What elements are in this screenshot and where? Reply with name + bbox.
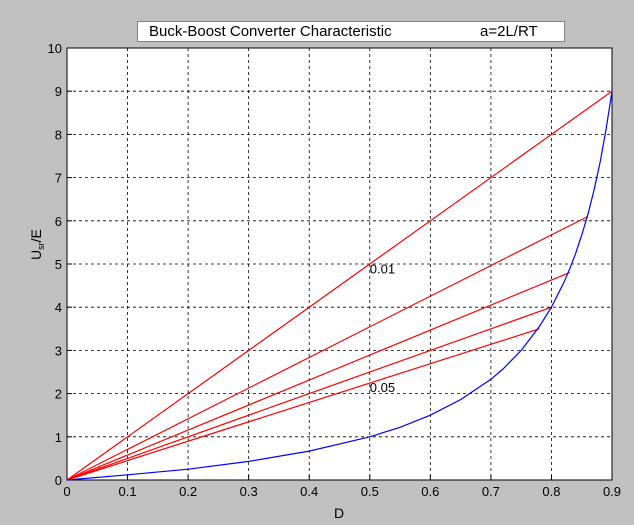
- x-tick-label: 0.3: [240, 484, 258, 499]
- y-axis-label-main: U: [28, 249, 44, 260]
- x-tick-label: 0.8: [542, 484, 560, 499]
- chart-title-box: Buck-Boost Converter Characteristic a=2L…: [137, 21, 565, 42]
- series-line-1: [66, 90, 613, 481]
- chart-title-param: a=2L/RT: [480, 23, 538, 40]
- curve-annotation-1: 0.01: [370, 261, 395, 276]
- x-tick-label: 0.9: [603, 484, 621, 499]
- y-tick-label: 1: [55, 430, 62, 445]
- y-tick-label: 9: [55, 84, 62, 99]
- y-axis-label-tail: /E: [28, 229, 44, 243]
- y-axis-label: Usr/E: [28, 229, 46, 260]
- series-line-3: [66, 272, 570, 481]
- x-tick-label: 0: [63, 484, 70, 499]
- x-tick-label: 0.2: [179, 484, 197, 499]
- series-line-4: [66, 306, 552, 481]
- y-tick-label: 5: [55, 257, 62, 272]
- x-tick-label: 0.5: [361, 484, 379, 499]
- series-line-6: [66, 91, 613, 481]
- x-tick-label: 0.1: [119, 484, 137, 499]
- y-axis-label-subscript: sr: [36, 242, 46, 250]
- y-tick-label: 7: [55, 171, 62, 186]
- y-tick-label: 4: [55, 300, 62, 315]
- series-line-5: [66, 328, 540, 481]
- series-line-2: [66, 215, 589, 481]
- chart-title: Buck-Boost Converter Characteristic: [149, 23, 392, 40]
- y-tick-label: 3: [55, 343, 62, 358]
- tick-labels: 0 0.1 0.2 0.3 0.4 0.5 0.6 0.7 0.8 0.9 0 1 2 3 4 5 6 7 8 9 10: [48, 41, 622, 499]
- annotations: 0.01 0.05: [370, 261, 395, 395]
- y-tick-label: 6: [55, 214, 62, 229]
- series-layer: [66, 90, 613, 481]
- y-tick-label: 8: [55, 127, 62, 142]
- y-tick-label: 2: [55, 387, 62, 402]
- x-tick-label: 0.6: [421, 484, 439, 499]
- x-tick-label: 0.7: [482, 484, 500, 499]
- x-tick-label: 0.4: [300, 484, 318, 499]
- x-axis-label: D: [334, 505, 344, 521]
- curve-annotation-2: 0.05: [370, 380, 395, 395]
- y-tick-label: 0: [55, 473, 62, 488]
- y-tick-label: 10: [48, 41, 62, 56]
